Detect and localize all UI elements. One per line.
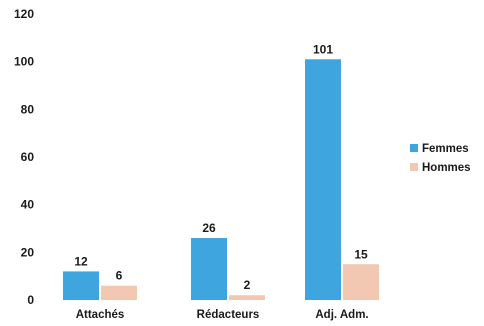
data-labels: 12 6 26 2 101 15 [74, 42, 368, 292]
legend-swatch-hommes [410, 163, 418, 171]
legend-label-hommes: Hommes [422, 162, 471, 174]
bar-hommes [343, 264, 379, 300]
y-tick-label: 80 [21, 102, 35, 116]
x-tick-label: Adj. Adm. [315, 309, 368, 321]
x-tick-label: Attachés [76, 309, 125, 321]
y-tick-label: 20 [21, 245, 35, 259]
data-label-femmes: 12 [74, 254, 88, 268]
y-axis-ticks: 0 20 40 60 80 100 120 [14, 7, 34, 307]
legend: Femmes Hommes [410, 143, 471, 174]
bar-hommes [229, 295, 265, 300]
y-tick-label: 60 [21, 150, 35, 164]
x-axis-labels: Attachés Rédacteurs Adj. Adm. [76, 309, 369, 321]
bar-femmes [305, 59, 341, 301]
data-label-hommes: 2 [244, 278, 251, 292]
data-label-femmes: 101 [313, 42, 333, 56]
bar-femmes [63, 271, 99, 300]
y-tick-label: 120 [14, 7, 34, 21]
bar-femmes [191, 238, 227, 300]
bar-hommes [101, 285, 137, 300]
data-label-hommes: 6 [116, 269, 123, 283]
legend-swatch-femmes [410, 144, 418, 152]
legend-label-femmes: Femmes [422, 143, 469, 155]
y-tick-label: 40 [21, 198, 35, 212]
data-label-femmes: 26 [202, 221, 216, 235]
y-tick-label: 100 [14, 55, 34, 69]
bars [63, 59, 379, 301]
y-tick-label: 0 [27, 293, 34, 307]
data-label-hommes: 15 [354, 247, 368, 261]
x-tick-label: Rédacteurs [197, 309, 260, 321]
